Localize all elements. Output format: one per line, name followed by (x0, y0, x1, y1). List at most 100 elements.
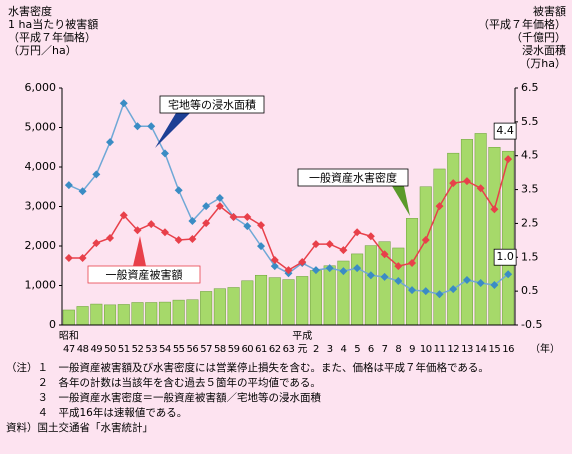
callout-pointer (155, 113, 190, 148)
bar (309, 270, 322, 326)
bar (406, 218, 419, 326)
marker (78, 187, 87, 196)
x-tick-label: 63 (283, 344, 295, 355)
marker (133, 226, 142, 235)
marker (339, 267, 348, 276)
marker (421, 236, 430, 245)
x-tick-label: 14 (475, 344, 487, 355)
legend-box (297, 168, 409, 187)
x-tick-label: 15 (489, 344, 501, 355)
value-label-box (493, 122, 517, 140)
bar (447, 152, 460, 326)
y-tick-label: 0 (49, 318, 56, 331)
marker (476, 279, 485, 288)
x-tick-label: 53 (145, 344, 157, 355)
x-tick-label: 11 (434, 344, 446, 355)
marker (476, 184, 485, 193)
y-tick-label: 4,000 (25, 160, 57, 173)
marker (229, 212, 238, 221)
y-axis-title: （平成７年価格） (8, 30, 96, 44)
marker (64, 253, 73, 262)
marker (188, 235, 197, 244)
bar (213, 288, 226, 326)
x-tick-label: 52 (132, 344, 144, 355)
x-tick-label: 元 (297, 344, 307, 355)
y2-tick-label: 3.5 (521, 183, 539, 196)
marker (64, 181, 73, 190)
x-tick-label: 9 (409, 344, 415, 355)
x-tick-label: 56 (187, 344, 199, 355)
callout-pointer (392, 186, 410, 216)
x-tick-label: 6 (368, 344, 374, 355)
bar (364, 245, 377, 326)
note: （注）１ 一般資産被害額及び水害密度には営業停止損失を含む。また、価格は平成７年… (6, 361, 489, 374)
note: ４ 平成16年は速報値である。 (6, 406, 187, 419)
bar (323, 265, 336, 326)
bar (117, 304, 130, 326)
legend-box (159, 95, 265, 114)
marker (174, 186, 183, 195)
y-axis-title: （万円／ha） (8, 44, 77, 57)
x-era-label: 昭和 (59, 330, 79, 342)
marker (160, 228, 169, 237)
marker (270, 255, 279, 264)
x-tick-label: 16 (502, 344, 514, 355)
bar (282, 279, 295, 326)
x-tick-label: 8 (395, 344, 401, 355)
bar (62, 309, 75, 326)
y2-tick-label: 2.5 (521, 216, 539, 229)
marker (325, 240, 334, 249)
marker (257, 221, 266, 230)
y-tick-label: 1,000 (25, 279, 57, 292)
y-tick-label: 6,000 (25, 81, 57, 94)
y2-tick-label: 0.5 (521, 284, 539, 297)
marker (339, 246, 348, 255)
bar (186, 299, 199, 326)
note: 資料）国土交通省「水害統計」 (6, 421, 153, 434)
marker (284, 266, 293, 275)
bar (172, 299, 185, 326)
marker (257, 242, 266, 251)
y2-axis-title: （万ha） (519, 57, 566, 70)
bar (104, 304, 117, 326)
marker (92, 239, 101, 248)
bar (90, 303, 103, 326)
marker (366, 271, 375, 280)
y2-tick-label: 5.5 (521, 115, 539, 128)
x-era-label: 平成 (292, 330, 312, 342)
x-tick-label: 47 (63, 344, 75, 355)
x-tick-label: 54 (159, 344, 171, 355)
x-tick-label: 4 (340, 344, 346, 355)
y-axis-title: 1 ha当たり被害額 (8, 17, 98, 31)
bar (268, 277, 281, 326)
bar (76, 306, 89, 326)
x-tick-label: 49 (90, 344, 102, 355)
value-label: 1.0 (496, 250, 514, 263)
note: ３ 一般資産水害密度＝一般資産被害額／宅地等の浸水面積 (6, 391, 321, 404)
marker (353, 264, 362, 273)
y-axis-title: 水害密度 (8, 4, 52, 18)
value-label-box (493, 248, 517, 266)
y-tick-label: 2,000 (25, 239, 57, 252)
bar (474, 133, 487, 326)
marker (106, 233, 115, 242)
bar (433, 168, 446, 326)
marker (490, 281, 499, 290)
y2-axis-title: 被害額 (533, 4, 566, 18)
note: ２ 各年の計数は当該年を含む過去５箇年の平均値である。 (6, 376, 321, 389)
bar (488, 147, 501, 326)
x-tick-label: 62 (269, 344, 281, 355)
legend-label: 一般資産被害額 (106, 268, 183, 282)
bar (419, 186, 432, 326)
marker (78, 253, 87, 262)
bar (200, 291, 213, 326)
marker (119, 211, 128, 220)
bar (131, 302, 144, 326)
x-tick-label: 2 (313, 344, 319, 355)
marker (325, 264, 334, 273)
x-tick-label: 13 (461, 344, 473, 355)
marker (462, 275, 471, 284)
marker (311, 240, 320, 249)
y2-tick-label: -0.5 (521, 318, 542, 331)
